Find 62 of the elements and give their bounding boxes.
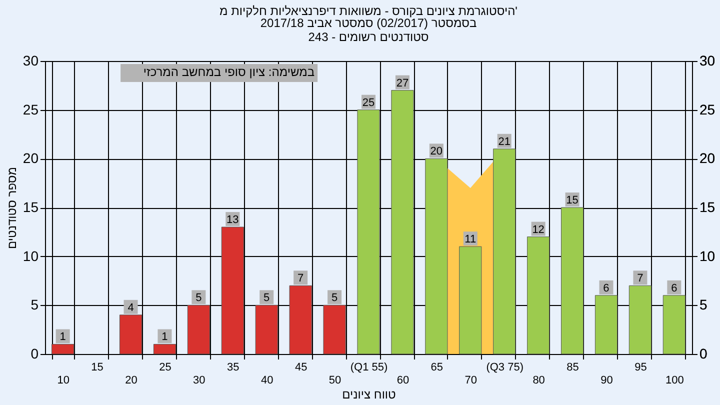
data-label: 7 xyxy=(637,272,644,285)
chart-title: היסטוגרמת ציונים בקורס - משוואות דיפרנציאליות חלקיות מ' xyxy=(220,4,518,18)
x-tick-label: 100 xyxy=(665,374,684,386)
data-label: 5 xyxy=(331,292,338,304)
y-axis-title: מספר סטודנטים xyxy=(4,166,19,250)
y2-tick-label: 10 xyxy=(700,248,716,264)
y2-tick-label: 30 xyxy=(700,52,716,68)
y-tick-label: 30 xyxy=(22,52,39,68)
bar xyxy=(527,236,550,354)
bar xyxy=(560,207,584,354)
x-tick-label: (Q3 75) xyxy=(486,362,524,374)
x-tick-label: 95 xyxy=(634,362,647,374)
data-label: 1 xyxy=(162,331,168,344)
x-tick-label: 85 xyxy=(566,362,579,374)
data-label: 11 xyxy=(464,234,476,246)
data-label: 6 xyxy=(603,282,610,294)
data-label: 20 xyxy=(430,146,443,158)
y2-tick-label: 20 xyxy=(700,150,716,166)
bar xyxy=(391,90,414,354)
x-tick-label: 25 xyxy=(159,362,172,374)
x-tick-label: 10 xyxy=(57,374,70,386)
x-tick-label: 90 xyxy=(600,374,613,386)
data-label: 5 xyxy=(264,292,270,304)
x-tick-label: 40 xyxy=(260,374,274,386)
x-tick-label: 15 xyxy=(91,362,104,374)
x-tick-label: 50 xyxy=(328,374,342,386)
data-label: 6 xyxy=(671,282,678,294)
data-label: 13 xyxy=(226,214,239,226)
bar xyxy=(459,246,482,354)
y2-tick-label: 5 xyxy=(700,296,708,313)
x-axis-title: טווח ציונים xyxy=(342,388,396,402)
x-tick-label: 45 xyxy=(294,362,308,374)
data-label: 27 xyxy=(396,77,409,90)
y-tick-label: 0 xyxy=(30,346,39,362)
x-tick-label: 20 xyxy=(125,374,138,386)
data-label: 7 xyxy=(298,272,304,285)
data-label: 12 xyxy=(532,224,544,236)
chart-subtitle: בסמסטר (02/2017) סמסטר אביב 2017/18 סטודנטים רשומים - 243 xyxy=(260,16,477,44)
x-tick-label: 60 xyxy=(396,374,410,386)
x-tick-label: 35 xyxy=(227,362,240,374)
data-label: 5 xyxy=(196,292,202,304)
y-tick-label: 20 xyxy=(22,150,39,166)
data-label: 21 xyxy=(498,136,510,148)
y2-tick-label: 0 xyxy=(700,346,708,362)
bar xyxy=(221,226,244,354)
data-label: 25 xyxy=(362,96,375,109)
bar xyxy=(357,110,380,354)
x-tick-label: 80 xyxy=(532,374,545,386)
y-tick-label: 10 xyxy=(22,248,39,264)
y-tick-label: 5 xyxy=(30,296,39,313)
data-label: 1 xyxy=(60,331,66,344)
x-tick-label: 70 xyxy=(464,374,478,386)
data-label: 15 xyxy=(566,194,578,206)
data-label: 4 xyxy=(128,302,134,314)
y2-tick-label: 25 xyxy=(700,101,716,118)
annotation: במשימה: ציון סופי במחשב המרכזי xyxy=(143,65,315,79)
y2-tick-label: 15 xyxy=(700,199,716,215)
y-tick-label: 25 xyxy=(22,101,39,118)
y-tick-label: 15 xyxy=(22,199,39,215)
x-tick-label: (Q1 55) xyxy=(350,362,388,374)
x-tick-label: 30 xyxy=(193,374,206,386)
x-tick-label: 65 xyxy=(430,362,444,374)
